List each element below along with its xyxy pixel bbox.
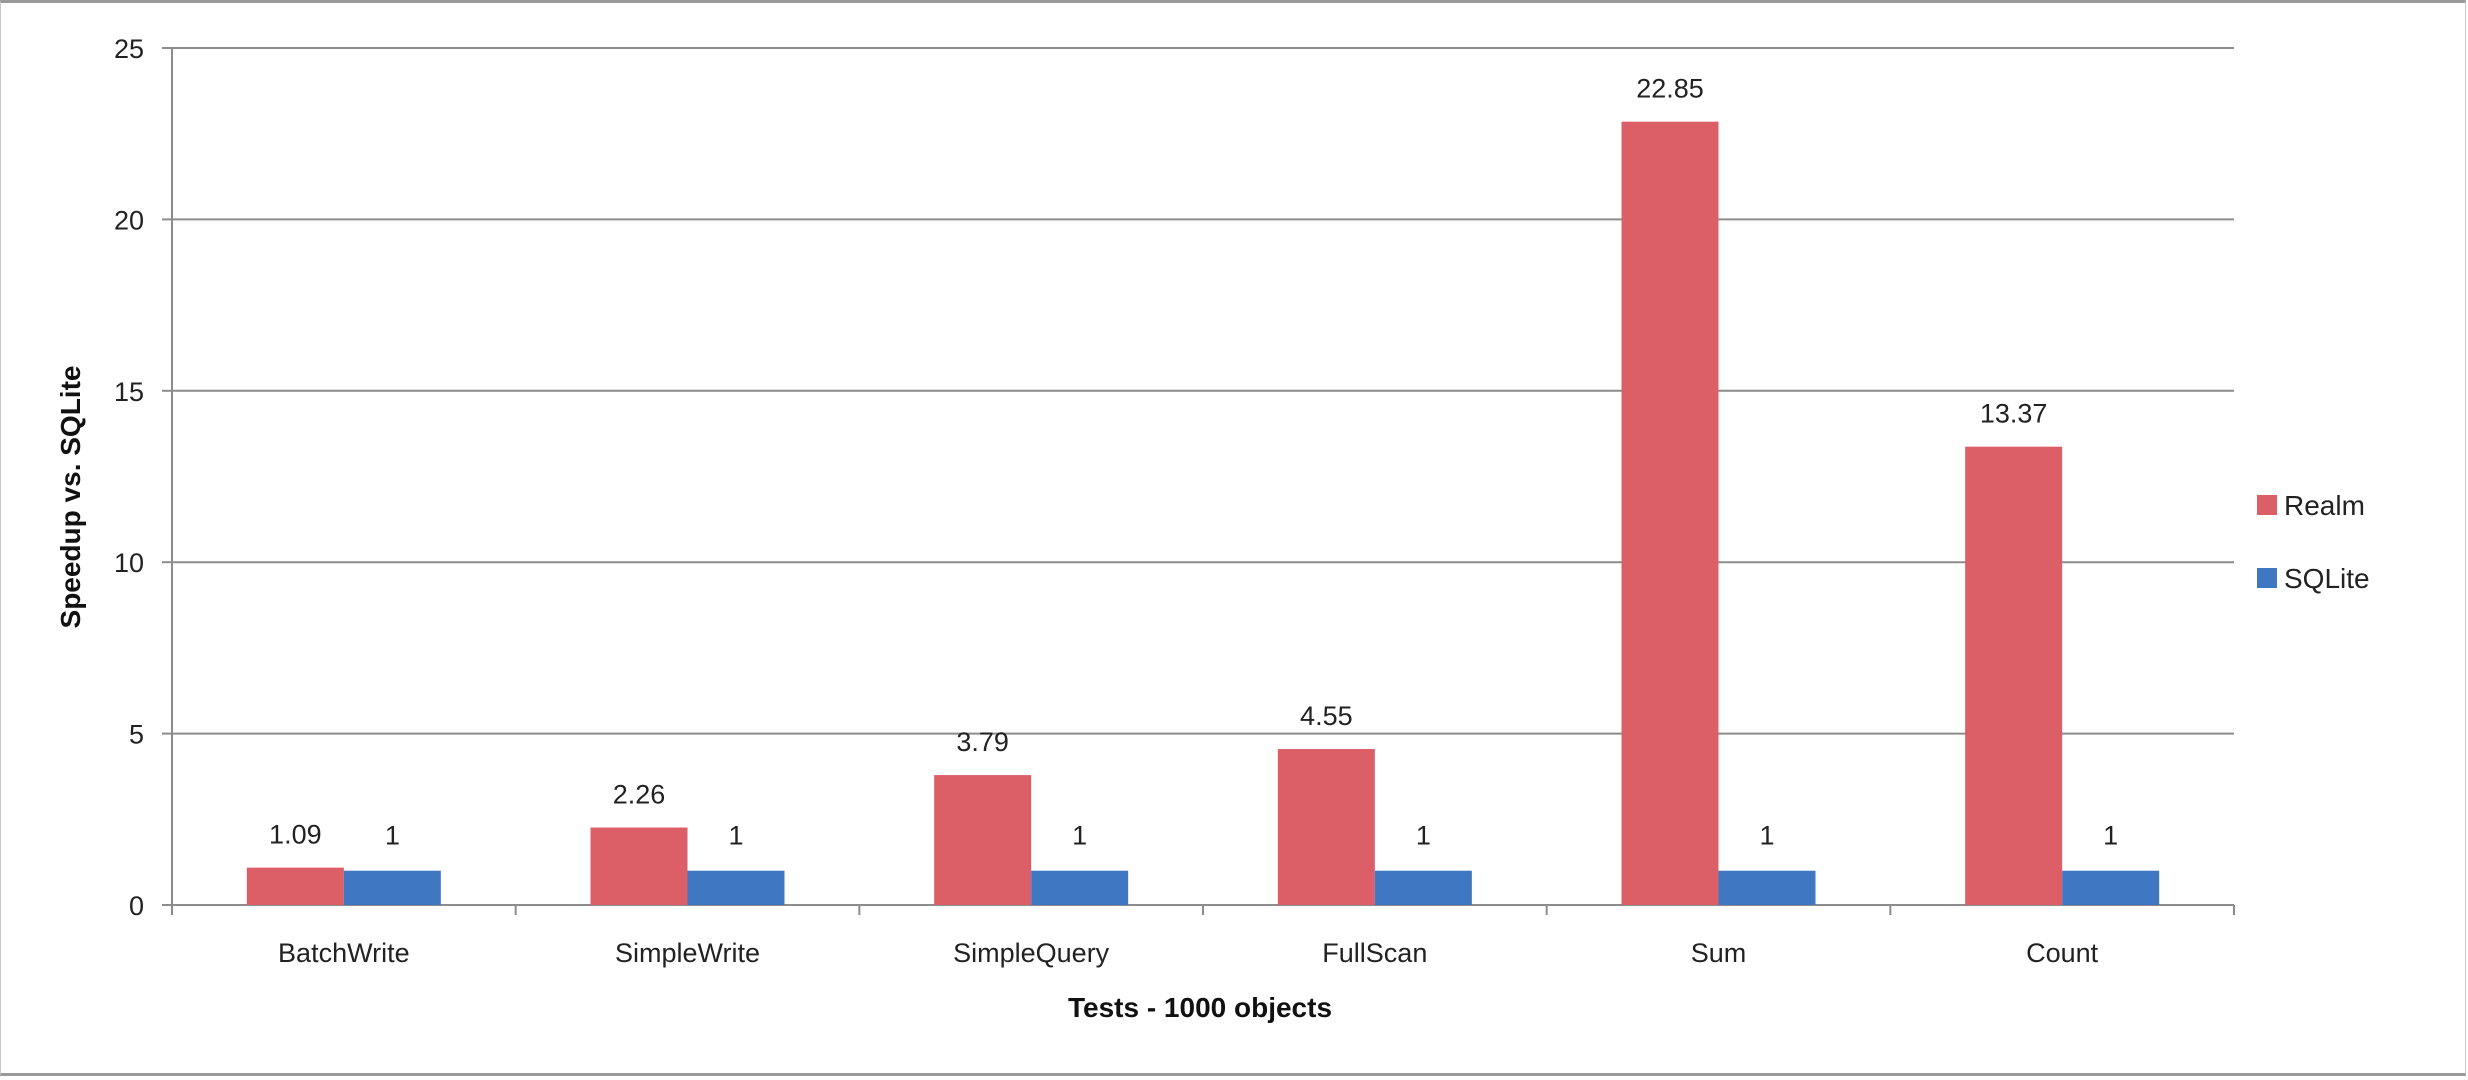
x-tick-label: FullScan	[1322, 938, 1427, 968]
y-tick-label: 5	[129, 720, 144, 750]
y-tick-label: 20	[114, 205, 144, 235]
y-axis-title: Speedup vs. SQLite	[55, 366, 86, 629]
bar-realm-batchwrite	[246, 867, 344, 905]
data-label-realm: 3.79	[956, 727, 1009, 757]
bar-sqlite-sum	[1718, 870, 1816, 905]
data-label-realm: 22.85	[1636, 74, 1704, 104]
legend-swatch-realm	[2257, 495, 2277, 515]
bar-realm-fullscan	[1277, 749, 1375, 905]
legend-label-sqlite: SQLite	[2284, 563, 2370, 594]
y-tick-label: 15	[114, 377, 144, 407]
data-label-realm: 2.26	[613, 780, 666, 810]
data-labels: 1.09 2.26 3.79 4.55 22.85 13.37 1 1 1 1 1 1	[269, 74, 2118, 851]
bar-sqlite-batchwrite	[343, 870, 441, 905]
y-tick-label: 0	[129, 891, 144, 921]
bar-sqlite-fullscan	[1374, 870, 1472, 905]
bars	[246, 121, 2160, 905]
bar-realm-simplequery	[934, 775, 1032, 905]
data-label-realm: 1.09	[269, 820, 322, 850]
data-label-sqlite: 1	[1072, 821, 1087, 851]
x-tick-label: SimpleWrite	[615, 938, 760, 968]
y-tick-label: 10	[114, 548, 144, 578]
bar-sqlite-simplewrite	[687, 870, 785, 905]
gridlines	[172, 47, 2234, 735]
bar-realm-simplewrite	[590, 827, 688, 905]
x-tick-label: SimpleQuery	[953, 938, 1110, 968]
data-label-realm: 13.37	[1980, 399, 2048, 429]
x-tick-label: Sum	[1691, 938, 1747, 968]
data-label-sqlite: 1	[728, 821, 743, 851]
x-tick-label: BatchWrite	[278, 938, 410, 968]
data-label-sqlite: 1	[385, 821, 400, 851]
legend-swatch-sqlite	[2257, 568, 2277, 588]
bar-realm-count	[1965, 446, 2063, 905]
bar-sqlite-simplequery	[1031, 870, 1129, 905]
data-label-sqlite: 1	[1759, 821, 1774, 851]
bar-realm-sum	[1621, 121, 1719, 905]
legend: Realm SQLite	[2257, 490, 2370, 594]
data-label-sqlite: 1	[2103, 821, 2118, 851]
x-tick-label: Count	[2026, 938, 2099, 968]
data-label-realm: 4.55	[1300, 701, 1353, 731]
axes: 0 5 10 15 20 25 BatchWrite SimpleWrite SimpleQue…	[114, 34, 2235, 968]
data-label-sqlite: 1	[1416, 821, 1431, 851]
x-axis-title: Tests - 1000 objects	[1068, 992, 1332, 1023]
y-tick-label: 25	[114, 34, 144, 64]
legend-label-realm: Realm	[2284, 490, 2365, 521]
bar-sqlite-count	[2062, 870, 2160, 905]
